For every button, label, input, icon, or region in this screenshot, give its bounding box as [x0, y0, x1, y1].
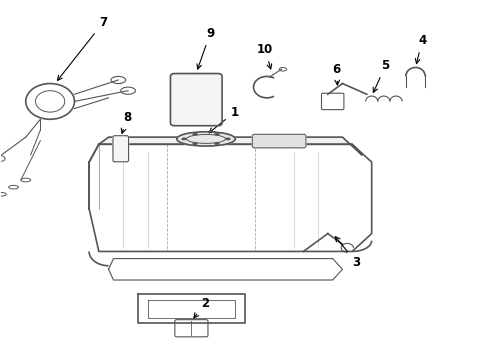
Polygon shape — [99, 137, 362, 155]
FancyBboxPatch shape — [113, 136, 128, 162]
Text: 5: 5 — [373, 59, 390, 93]
Ellipse shape — [177, 132, 235, 146]
Text: 7: 7 — [57, 17, 107, 80]
Ellipse shape — [215, 134, 219, 135]
Text: 10: 10 — [257, 43, 273, 69]
Text: 4: 4 — [416, 34, 426, 64]
Ellipse shape — [226, 138, 230, 140]
Ellipse shape — [215, 143, 219, 144]
Ellipse shape — [182, 138, 186, 140]
Text: 1: 1 — [209, 106, 239, 133]
Text: 2: 2 — [194, 297, 209, 318]
Text: 9: 9 — [197, 27, 214, 69]
Text: 6: 6 — [333, 63, 341, 85]
Ellipse shape — [193, 143, 197, 144]
FancyBboxPatch shape — [171, 73, 222, 126]
Ellipse shape — [193, 134, 197, 135]
Text: 8: 8 — [122, 111, 131, 133]
FancyBboxPatch shape — [252, 134, 306, 148]
Text: 3: 3 — [335, 237, 360, 269]
